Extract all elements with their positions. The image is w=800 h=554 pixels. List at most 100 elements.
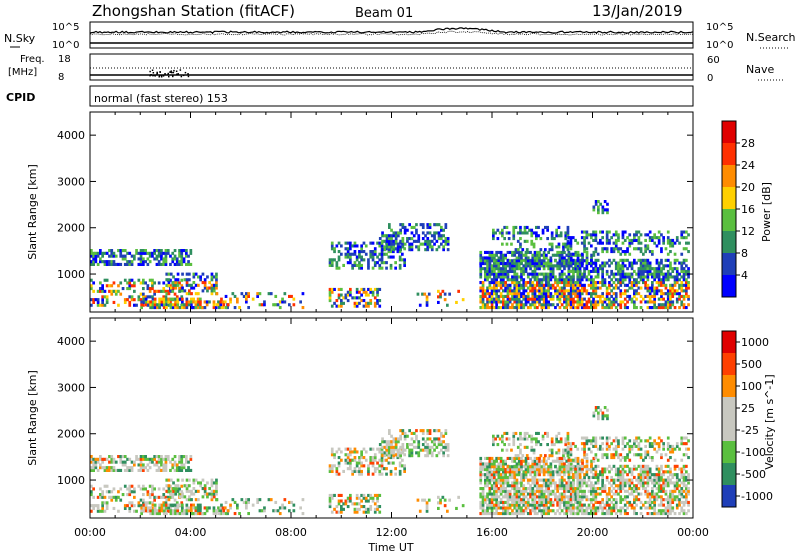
velocity-cell xyxy=(535,443,538,447)
power-cell xyxy=(203,278,207,282)
velocity-cell xyxy=(540,459,544,463)
power-cell xyxy=(112,262,116,266)
power-cell xyxy=(605,233,609,237)
velocity-cell xyxy=(437,451,441,455)
velocity-cell xyxy=(513,500,517,504)
velocity-cell xyxy=(181,495,184,499)
power-cell xyxy=(114,292,118,296)
velocity-cell xyxy=(569,470,573,474)
velocity-cell xyxy=(524,462,528,466)
power-cell xyxy=(499,267,503,271)
velocity-cell xyxy=(433,429,436,433)
velocity-cell xyxy=(440,440,443,444)
velocity-cell xyxy=(229,503,232,507)
velocity-cell xyxy=(90,457,93,461)
velocity-cell xyxy=(96,460,100,464)
power-cell xyxy=(529,286,532,290)
velocity-cell xyxy=(605,500,609,504)
power-cell xyxy=(630,238,634,242)
power-cell xyxy=(669,286,672,290)
power-cell xyxy=(628,272,632,276)
velocity-cell xyxy=(608,492,611,496)
power-cell xyxy=(585,264,589,268)
velocity-cell xyxy=(496,434,500,438)
nave-point xyxy=(154,75,156,77)
power-cell xyxy=(549,272,553,276)
power-cell xyxy=(389,266,393,270)
velocity-cell xyxy=(105,506,109,510)
power-cell xyxy=(685,306,688,310)
power-cell xyxy=(364,293,368,297)
power-cell xyxy=(437,289,440,293)
velocity-cell xyxy=(526,465,530,469)
velocity-cell xyxy=(511,512,514,516)
velocity-cell xyxy=(371,458,375,462)
power-cell xyxy=(565,275,569,279)
velocity-cell xyxy=(110,455,114,459)
velocity-cell xyxy=(162,468,166,472)
power-cell xyxy=(90,249,93,253)
power-cell xyxy=(558,262,562,266)
power-cell xyxy=(415,231,418,235)
velocity-cell xyxy=(630,481,634,485)
velocity-cell xyxy=(360,493,363,497)
power-cell xyxy=(655,275,659,279)
power-cell xyxy=(367,261,370,265)
velocity-cell xyxy=(183,512,186,516)
velocity-cell xyxy=(569,506,573,510)
power-cell xyxy=(574,253,578,257)
power-cell xyxy=(678,286,681,290)
power-cell xyxy=(642,297,645,301)
power-cell xyxy=(612,241,616,245)
velocity-cell xyxy=(610,489,613,493)
power-cell xyxy=(621,230,625,234)
power-cell xyxy=(569,244,573,248)
power-cell xyxy=(444,223,448,227)
velocity-cell xyxy=(488,506,492,510)
velocity-cell xyxy=(479,487,483,491)
velocity-cell xyxy=(560,498,564,502)
power-cell xyxy=(642,261,645,265)
velocity-cell xyxy=(503,431,506,435)
velocity-cell xyxy=(142,501,145,505)
velocity-cell xyxy=(330,467,334,471)
power-cell xyxy=(175,257,179,261)
power-cell xyxy=(196,303,200,307)
power-cell xyxy=(421,292,424,296)
power-cell xyxy=(542,283,546,287)
velocity-cell xyxy=(96,509,100,513)
velocity-cell xyxy=(439,501,442,505)
velocity-cell xyxy=(442,454,445,458)
velocity-cell xyxy=(481,462,485,466)
velocity-cell xyxy=(563,512,566,516)
power-cell xyxy=(199,306,202,310)
velocity-cell xyxy=(508,465,512,469)
velocity-cell xyxy=(495,503,498,507)
freq-label: Freq. xyxy=(20,54,45,65)
velocity-cell xyxy=(617,509,620,513)
power-cell xyxy=(236,297,239,301)
power-cell xyxy=(558,281,562,285)
power-cell xyxy=(592,303,595,307)
power-cell xyxy=(648,238,652,242)
power-cell xyxy=(563,250,566,254)
power-cell xyxy=(546,228,549,232)
power-cell xyxy=(657,272,661,276)
velocity-cell xyxy=(164,457,168,461)
velocity-cell xyxy=(139,455,143,459)
velocity-cell xyxy=(628,470,632,474)
power-cell xyxy=(224,306,228,310)
velocity-cell xyxy=(556,503,559,507)
power-cell xyxy=(167,283,171,287)
power-cell xyxy=(569,286,573,290)
velocity-cell xyxy=(114,460,118,464)
power-cell xyxy=(165,306,168,310)
power-cell xyxy=(664,303,668,307)
velocity-cell xyxy=(554,512,557,516)
velocity-cell xyxy=(567,489,571,493)
power-cell xyxy=(531,286,535,290)
velocity-cell xyxy=(554,484,557,488)
power-cell xyxy=(497,281,501,285)
power-cell xyxy=(206,275,209,279)
power-cell xyxy=(560,253,564,257)
